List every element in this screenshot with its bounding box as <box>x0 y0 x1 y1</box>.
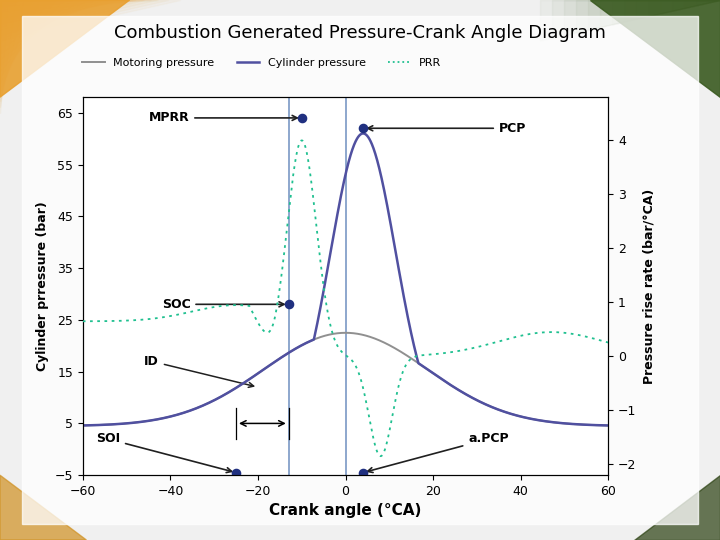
Legend: Motoring pressure, Cylinder pressure, PRR: Motoring pressure, Cylinder pressure, PR… <box>78 53 446 72</box>
Text: PCP: PCP <box>368 122 526 135</box>
Y-axis label: Cylinder prressure (bar): Cylinder prressure (bar) <box>36 201 49 371</box>
X-axis label: Crank angle (°CA): Crank angle (°CA) <box>269 503 422 518</box>
Polygon shape <box>634 475 720 540</box>
Point <box>357 124 369 133</box>
Y-axis label: Pressure rise rate (bar/°CA): Pressure rise rate (bar/°CA) <box>642 188 655 384</box>
Point <box>230 468 242 477</box>
Point <box>283 300 294 309</box>
Point <box>296 113 307 122</box>
Text: SOI: SOI <box>96 433 232 472</box>
Point <box>357 468 369 477</box>
Polygon shape <box>0 0 130 97</box>
Text: MPRR: MPRR <box>148 111 297 124</box>
Text: SOC: SOC <box>162 298 284 311</box>
Text: a.PCP: a.PCP <box>368 433 509 472</box>
Polygon shape <box>0 475 86 540</box>
Text: ID: ID <box>144 355 253 387</box>
Text: Combustion Generated Pressure-Crank Angle Diagram: Combustion Generated Pressure-Crank Angl… <box>114 24 606 42</box>
Polygon shape <box>590 0 720 97</box>
